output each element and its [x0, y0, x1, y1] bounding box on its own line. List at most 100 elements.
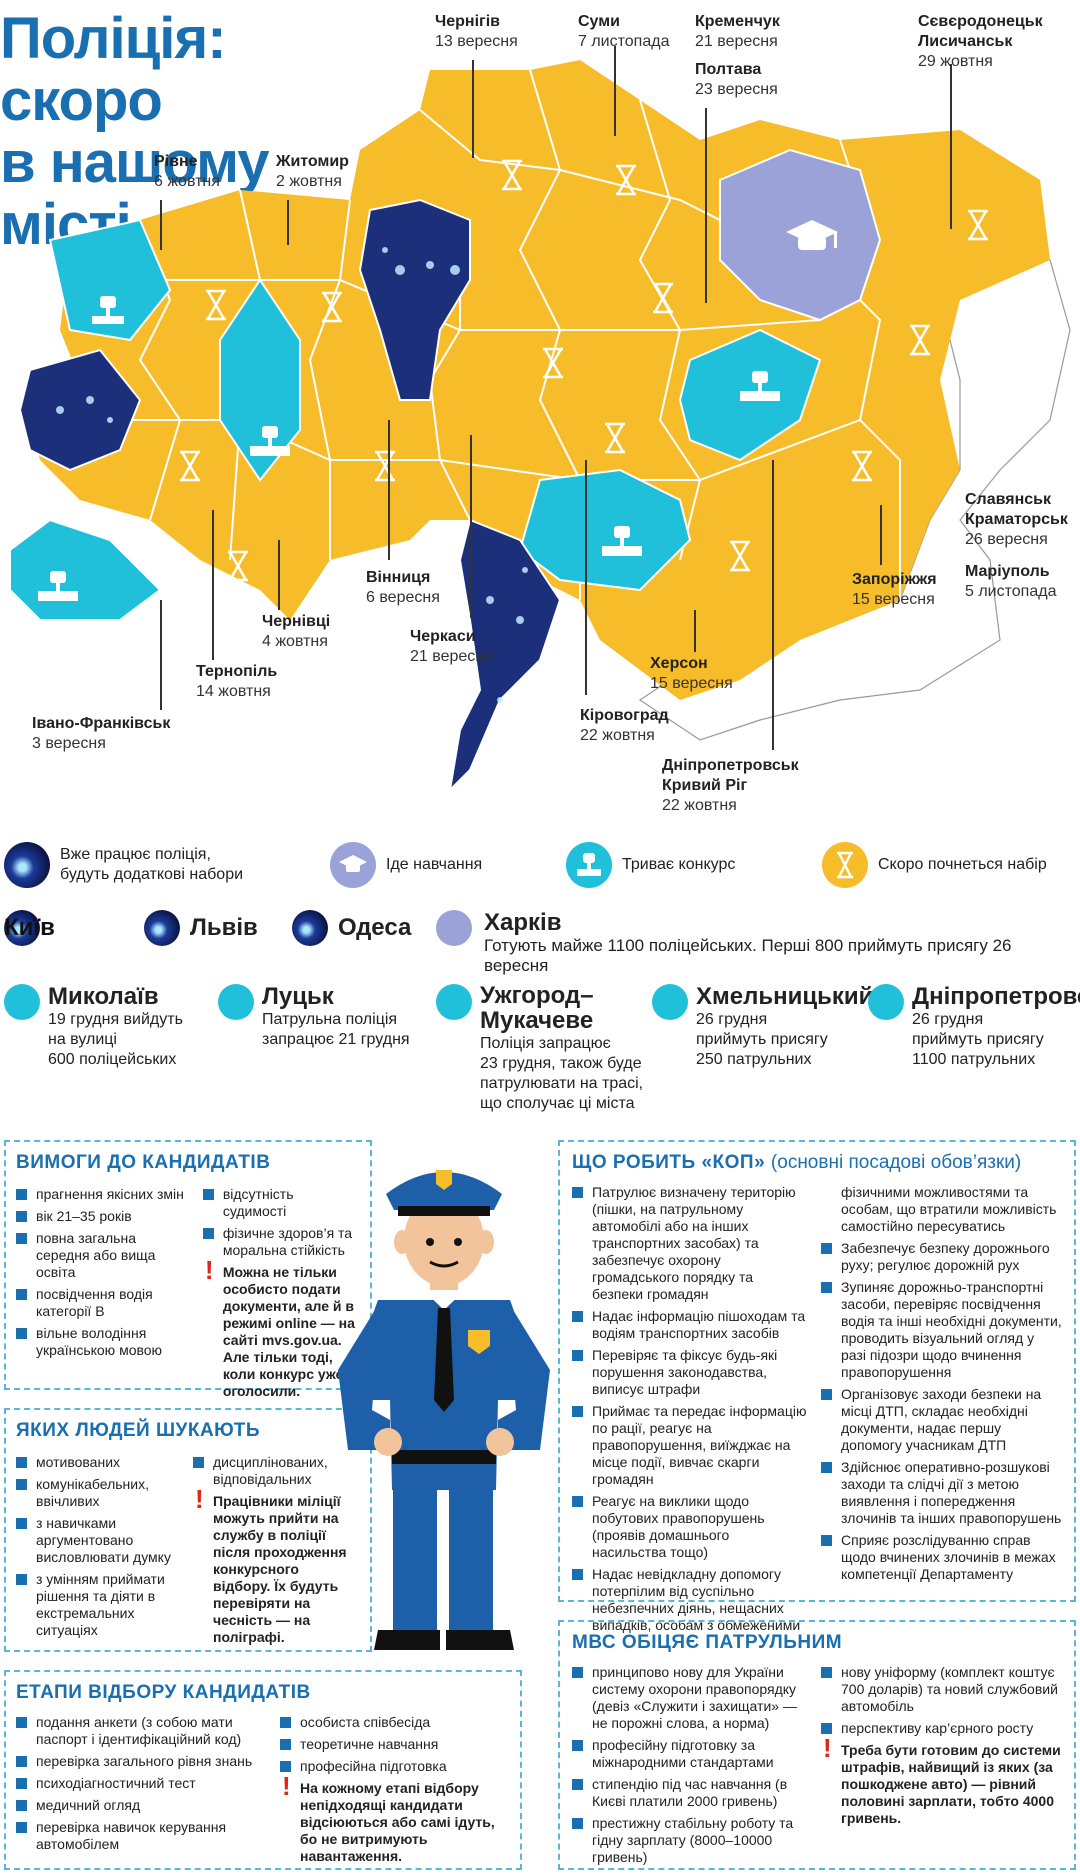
list-item: медичний огляд — [16, 1797, 266, 1814]
contest-dot-icon — [652, 984, 688, 1020]
promises-title: МВС ОБІЦЯЄ ПАТРУЛЬНИМ — [572, 1632, 843, 1653]
leader-sumy — [614, 46, 616, 136]
leader-zaporizhia — [880, 505, 882, 565]
list-item: теоретичне навчання — [280, 1736, 510, 1753]
list-item: з умінням приймати рішення та діяти в ек… — [16, 1571, 183, 1639]
working-city-kyiv: Київ — [4, 910, 55, 946]
city-label-kirovohrad: Кіровоград 22 жовтня — [580, 707, 669, 744]
list-item: прагнення якісних змін — [16, 1186, 193, 1203]
stages-box: ЕТАПИ ВІДБОРУ КАНДИДАТІВ подання анкети … — [4, 1670, 522, 1870]
leader-vinnytsia — [388, 420, 390, 560]
city-label-kremenchuk: Кременчук 21 вересня — [695, 13, 780, 50]
list-item: перевірка загального рівня знань — [16, 1753, 266, 1770]
list-item: перевірка навичок керування автомобілем — [16, 1819, 266, 1853]
police-photo-icon — [4, 910, 40, 946]
city-label-kherson: Херсон 15 вересня — [650, 655, 733, 692]
list-item: Перевіряє та фіксує будь-які порушення з… — [572, 1347, 807, 1398]
promises-box: МВС ОБІЦЯЄ ПАТРУЛЬНИМ принципово нову дл… — [558, 1620, 1076, 1870]
list-item: Реагує на виклики щодо побутових правопо… — [572, 1493, 807, 1561]
page-title: Поліція: скоро в нашому місті — [0, 6, 269, 257]
leader-chernivtsi — [278, 540, 280, 610]
hourglass-icon — [822, 842, 868, 888]
working-city-odesa: Одеса — [292, 910, 411, 946]
leader-ternopil — [212, 510, 214, 660]
city-label-zhytomyr: Житомир 2 жовтня — [276, 153, 349, 190]
city-label-vinnytsia: Вінниця 6 вересня — [366, 569, 440, 606]
list-item: Сприяє розслідуванню справ щодо вчинених… — [821, 1532, 1062, 1583]
city-label-cherkasy: Черкаси 21 вересня — [410, 628, 493, 665]
city-label-chernihiv: Чернігів 13 вересня — [435, 13, 518, 50]
stages-title: ЕТАПИ ВІДБОРУ КАНДИДАТІВ — [16, 1682, 311, 1703]
list-item: вік 21–35 років — [16, 1208, 193, 1225]
warning-note: Працівники міліції можуть прийти на служ… — [193, 1491, 360, 1646]
people-list-2: дисциплінованих, відповідальних Працівни… — [193, 1454, 360, 1651]
hourglass-icons — [135, 159, 988, 582]
working-city-lviv: Львів — [144, 910, 258, 946]
list-item: фізичне здоров’я та моральна стійкість — [202, 1225, 360, 1259]
duties-list-2: фізичними можливостями та особам, що втр… — [821, 1184, 1062, 1639]
city-label-slavyansk: Славянськ Краматорськ 26 вересня — [965, 491, 1068, 548]
leader-severodonetsk — [950, 64, 952, 229]
list-item: професійну підготовку за міжнародними ст… — [572, 1737, 807, 1771]
legend-contest: Триває конкурс — [566, 842, 735, 888]
duties-list-1: Патрулює визначену територію (пішки, на … — [572, 1184, 807, 1639]
map-region-volyn — [48, 218, 172, 342]
list-item: особиста співбесіда — [280, 1714, 510, 1731]
list-item: стипендію під час навчання (в Києві плат… — [572, 1776, 807, 1810]
list-item: Здійснює оперативно-розшукові заходи та … — [821, 1459, 1062, 1527]
list-item: Зупиняє дорожньо-транспортні засоби, пер… — [821, 1279, 1062, 1381]
city-label-mariupol: Маріуполь 5 листопада — [965, 563, 1057, 600]
list-item: дисциплінованих, відповідальних — [193, 1454, 360, 1488]
list-item: нову уніформу (комплект коштує 700 долар… — [821, 1664, 1062, 1715]
requirements-title: ВИМОГИ ДО КАНДИДАТІВ — [16, 1152, 271, 1173]
leader-kirovohrad — [585, 460, 587, 695]
legend-recruitment: Скоро почнеться набір — [822, 842, 1047, 888]
leader-rivne — [160, 200, 162, 250]
list-item: мотивованих — [16, 1454, 183, 1471]
graduation-cap-icon — [330, 842, 376, 888]
people-list-1: мотивованих комунікабельних, ввічливих з… — [16, 1454, 183, 1651]
training-dot-icon — [436, 910, 472, 946]
policeman-illustration — [338, 1170, 550, 1650]
list-item: престижну стабільну роботу та гідну зарп… — [572, 1815, 807, 1866]
stages-list-2: особиста співбесіда теоретичне навчання … — [280, 1714, 510, 1870]
city-label-severodonetsk: Сєвєродонецьк Лисичанськ 29 жовтня — [918, 13, 1043, 70]
list-item: фізичними можливостями та особам, що втр… — [841, 1184, 1057, 1234]
police-photo-icon — [292, 910, 328, 946]
contest-dot-icon — [868, 984, 904, 1020]
list-item: психодіагностичний тест — [16, 1775, 266, 1792]
map-region-odesa-photo — [448, 518, 562, 793]
list-item: Приймає та передає інформацію по рації, … — [572, 1403, 807, 1488]
contest-dot-icon — [436, 984, 472, 1020]
list-item: перспективу кар’єрного росту — [821, 1720, 1062, 1737]
legend-working-police: Вже працює поліція, будуть додаткові набо… — [4, 842, 243, 888]
city-label-rivne: Рівне 6 жовтня — [154, 153, 220, 190]
warning-note: На кожному етапі відбору непідходящі кан… — [280, 1778, 510, 1865]
legend-training: Іде навчання — [330, 842, 482, 888]
contest-dot-icon — [4, 984, 40, 1020]
photo-lights — [56, 247, 528, 703]
promises-list-1: принципово нову для України систему охор… — [572, 1664, 807, 1871]
leader-zhytomyr — [287, 200, 289, 245]
people-title: ЯКИХ ЛЮДЕЙ ШУКАЮТЬ — [16, 1420, 261, 1441]
leader-poltava — [705, 108, 707, 303]
map-region-lviv-photo — [18, 348, 142, 472]
stages-list-1: подання анкети (з собою мати паспорт і і… — [16, 1714, 266, 1870]
list-item: повна загальна середня або вища освіта — [16, 1230, 193, 1281]
city-label-sumy: Суми 7 листопада — [578, 13, 670, 50]
list-item: комунікабельних, ввічливих — [16, 1476, 183, 1510]
city-label-poltava: Полтава 23 вересня — [695, 61, 778, 98]
list-item: Надає інформацію пішоходам та водіям тра… — [572, 1308, 807, 1342]
requirements-list-1: прагнення якісних змін вік 21–35 років п… — [16, 1186, 193, 1405]
contest-dot-icon — [218, 984, 254, 1020]
trophy-icons — [38, 296, 780, 601]
list-item: вільне володіння українською мовою — [16, 1325, 193, 1359]
leader-ivano — [160, 600, 162, 710]
requirements-list-2: відсутність судимості фізичне здоров’я т… — [202, 1186, 360, 1405]
list-item: принципово нову для України систему охор… — [572, 1664, 807, 1732]
contest-city-lutsk: Луцьк Патрульна поліція запрацює 21 груд… — [218, 984, 410, 1050]
police-photo-icon — [144, 910, 180, 946]
kharkiv-status: Харків Готують майже 1100 поліцейських. … — [436, 910, 1080, 976]
list-item: Організовує заходи безпеки на місці ДТП,… — [821, 1386, 1062, 1454]
map-region-zakarpattia — [9, 518, 162, 621]
